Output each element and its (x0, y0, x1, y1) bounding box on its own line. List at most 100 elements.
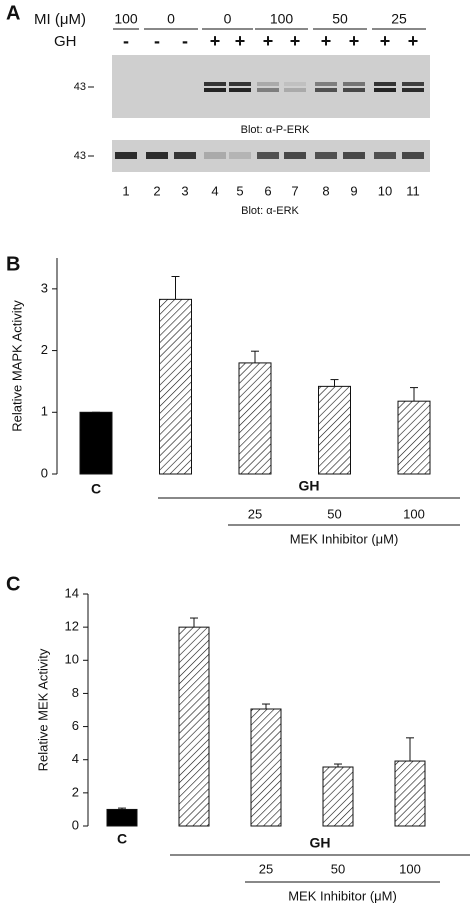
band (115, 152, 137, 159)
blot-label: Blot: α-P-ERK (241, 124, 310, 136)
panel-label: A (6, 2, 20, 24)
y-tick-label: 2 (72, 784, 79, 799)
band (257, 88, 279, 92)
band (343, 82, 365, 86)
x-tick-label: 50 (331, 861, 345, 876)
mi-value: 100 (270, 11, 294, 27)
mi-label: MI (μM) (34, 11, 86, 28)
bar (394, 760, 426, 827)
band (174, 152, 196, 159)
x-tick-label: 100 (399, 861, 421, 876)
band (204, 82, 226, 86)
band (402, 88, 424, 92)
x-tick-label: 25 (259, 861, 273, 876)
gh-sign: + (380, 31, 391, 51)
lane-number: 10 (378, 183, 392, 198)
bar (159, 298, 192, 475)
y-tick-label: 4 (72, 751, 79, 766)
y-tick-label: 10 (65, 652, 79, 667)
subgroup-label: MEK Inhibitor (μM) (290, 531, 399, 546)
y-tick-label: 0 (72, 817, 79, 832)
panel-label: B (6, 253, 20, 275)
y-tick-label: 2 (41, 342, 48, 357)
gh-sign: - (154, 31, 160, 51)
lane-number: 1 (122, 183, 129, 198)
y-axis-label: Relative MAPK Activity (9, 300, 24, 432)
bar (106, 808, 138, 827)
y-tick-label: 6 (72, 718, 79, 733)
band (315, 82, 337, 86)
y-tick-label: 1 (41, 404, 48, 419)
lane-number: 4 (211, 183, 218, 198)
y-tick-label: 3 (41, 280, 48, 295)
band (257, 82, 279, 86)
band (229, 88, 251, 92)
band (229, 152, 251, 159)
band (343, 152, 365, 159)
bar (178, 626, 210, 827)
x-tick-label: 25 (248, 506, 262, 521)
gh-sign: + (349, 31, 360, 51)
gh-sign: + (210, 31, 221, 51)
y-tick-label: 12 (65, 619, 79, 634)
lane-number: 7 (291, 183, 298, 198)
mi-value: 0 (167, 11, 175, 27)
band (343, 88, 365, 92)
x-tick-label: 50 (327, 506, 341, 521)
x-tick-label: C (91, 481, 101, 497)
mi-value: 100 (114, 11, 138, 27)
gh-sign: + (408, 31, 419, 51)
band (315, 88, 337, 92)
bands (115, 82, 424, 159)
y-axis-label: Relative MEK Activity (35, 648, 50, 771)
lane-number: 9 (350, 183, 357, 198)
bar (238, 362, 272, 475)
bar (250, 708, 282, 827)
y-tick-label: 8 (72, 685, 79, 700)
bar (79, 411, 113, 475)
gh-label: GH (54, 33, 77, 50)
lane-number: 3 (181, 183, 188, 198)
group-label: GH (299, 478, 320, 494)
lane-number: 8 (322, 183, 329, 198)
band (204, 152, 226, 159)
bar (318, 385, 351, 475)
subgroup-label: MEK Inhibitor (μM) (288, 888, 397, 903)
band (229, 82, 251, 86)
blot-image (112, 55, 430, 118)
bar (397, 400, 431, 475)
band (284, 82, 306, 86)
band (374, 82, 396, 86)
gh-sign: + (235, 31, 246, 51)
band (374, 88, 396, 92)
band (315, 152, 337, 159)
gh-sign: + (263, 31, 274, 51)
band (374, 152, 396, 159)
y-tick-label: 0 (41, 465, 48, 480)
gh-sign: + (321, 31, 332, 51)
mi-value: 25 (391, 11, 407, 27)
gh-sign: + (290, 31, 301, 51)
blot-label: Blot: α-ERK (241, 205, 299, 217)
band (402, 152, 424, 159)
gh-sign: - (182, 31, 188, 51)
lane-number: 5 (236, 183, 243, 198)
lane-number: 11 (406, 183, 420, 198)
lane-number: 6 (264, 183, 271, 198)
band (257, 152, 279, 159)
bar (322, 766, 354, 827)
lane-number: 2 (153, 183, 160, 198)
panel-label: C (6, 573, 20, 595)
x-tick-label: 100 (403, 506, 425, 521)
size-marker: 43 (74, 81, 86, 93)
band (402, 82, 424, 86)
mi-value: 50 (332, 11, 348, 27)
band (146, 152, 168, 159)
x-tick-label: C (117, 831, 127, 847)
band (204, 88, 226, 92)
gh-sign: - (123, 31, 129, 51)
y-tick-label: 14 (65, 585, 79, 600)
band (284, 152, 306, 159)
